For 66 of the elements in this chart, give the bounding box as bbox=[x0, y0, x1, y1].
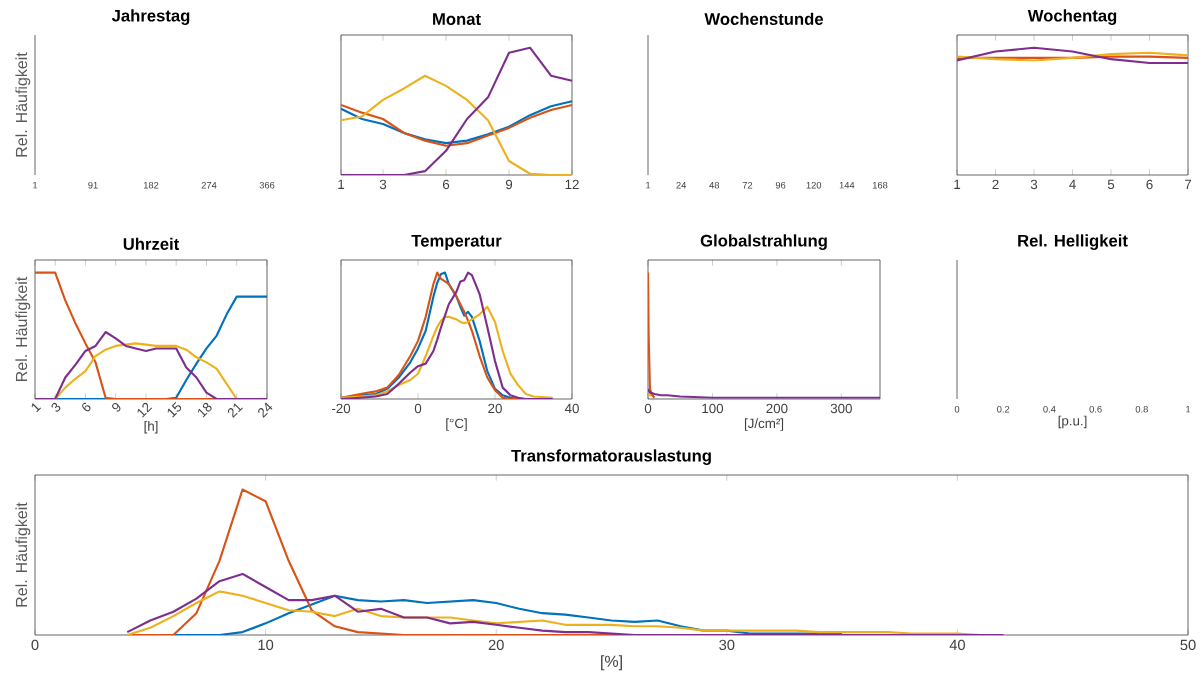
x-tick-label: 10 bbox=[258, 639, 274, 651]
x-tick-label: 50 bbox=[1180, 639, 1196, 651]
x-tick-label: 6 bbox=[442, 179, 450, 190]
x-tick-label: 1 bbox=[31, 403, 42, 413]
x-tick-label: 6 bbox=[82, 402, 91, 412]
text: Wochenstunde bbox=[704, 12, 824, 25]
text: 0.2 bbox=[997, 405, 1010, 413]
text: 72 bbox=[742, 181, 753, 189]
x-tick-label: 9 bbox=[112, 403, 121, 412]
x-tick-label: 15 bbox=[167, 402, 182, 418]
text: Jahrestag bbox=[111, 9, 190, 25]
text: 91 bbox=[88, 181, 98, 189]
text: Rel. Helligkeit bbox=[1018, 234, 1128, 250]
chart-title: Wochentag bbox=[1027, 9, 1117, 25]
chart-title: Uhrzeit bbox=[123, 237, 180, 250]
text: 168 bbox=[872, 181, 888, 189]
text: 0.6 bbox=[1089, 405, 1102, 413]
x-axis-title: [°C] bbox=[446, 418, 467, 431]
x-tick-label: 0 bbox=[644, 403, 652, 414]
text: Rel. Häufigkeit bbox=[15, 52, 31, 157]
y-axis-title: Rel. Häufigkeit bbox=[15, 276, 31, 381]
x-tick-label: 20 bbox=[488, 639, 504, 651]
chart-title: Temperatur bbox=[411, 235, 502, 250]
x-tick-label: 4 bbox=[1069, 179, 1076, 189]
x-tick-label: 1 bbox=[954, 179, 961, 189]
x-tick-label: 5 bbox=[1107, 179, 1115, 189]
text: 120 bbox=[806, 181, 822, 189]
text: 96 bbox=[775, 181, 786, 189]
x-tick-label: 9 bbox=[505, 179, 513, 190]
text: [p.u.] bbox=[1058, 415, 1087, 429]
x-tick-label: 12 bbox=[565, 179, 579, 190]
x-tick-label: 12 bbox=[137, 402, 153, 418]
chart-title: Transformatorauslastung bbox=[511, 449, 711, 465]
x-tick-label: 3 bbox=[379, 179, 387, 190]
x-axis-title: [h] bbox=[144, 421, 158, 434]
y-axis-title: Rel. Häufigkeit bbox=[15, 502, 31, 607]
text: 144 bbox=[839, 181, 855, 189]
x-tick-label: 18 bbox=[198, 402, 212, 418]
text: 0.8 bbox=[1135, 405, 1148, 413]
x-tick-label: 6 bbox=[1146, 179, 1153, 190]
x-tick-label: 3 bbox=[1030, 179, 1038, 190]
x-tick-label: 200 bbox=[766, 403, 788, 414]
text: 182 bbox=[143, 181, 159, 189]
chart-title: Globalstrahlung bbox=[700, 234, 827, 250]
x-tick-label: 20 bbox=[488, 403, 502, 414]
x-tick-label: 1 bbox=[338, 179, 345, 189]
text: 0.4 bbox=[1043, 405, 1056, 413]
text: 274 bbox=[201, 181, 217, 189]
x-tick-label: 0 bbox=[31, 639, 39, 651]
text: 366 bbox=[259, 181, 275, 189]
x-tick-label: 0 bbox=[414, 403, 422, 414]
chart-title: Monat bbox=[433, 13, 481, 25]
x-tick-label: 100 bbox=[702, 403, 724, 414]
x-tick-label: 300 bbox=[830, 403, 852, 414]
x-tick-label: 40 bbox=[564, 403, 579, 414]
x-tick-label: -20 bbox=[331, 403, 351, 414]
x-tick-label: 3 bbox=[51, 402, 61, 412]
x-tick-label: 40 bbox=[949, 639, 965, 651]
x-tick-label: 7 bbox=[1185, 179, 1192, 189]
x-tick-label: 24 bbox=[258, 402, 273, 418]
x-axis-title: [J/cm²] bbox=[744, 418, 784, 431]
x-axis-title: [%] bbox=[601, 655, 622, 671]
x-tick-label: 2 bbox=[992, 179, 999, 190]
x-tick-label: 30 bbox=[719, 639, 735, 651]
x-tick-label: 21 bbox=[227, 403, 243, 418]
text: 48 bbox=[709, 181, 720, 189]
